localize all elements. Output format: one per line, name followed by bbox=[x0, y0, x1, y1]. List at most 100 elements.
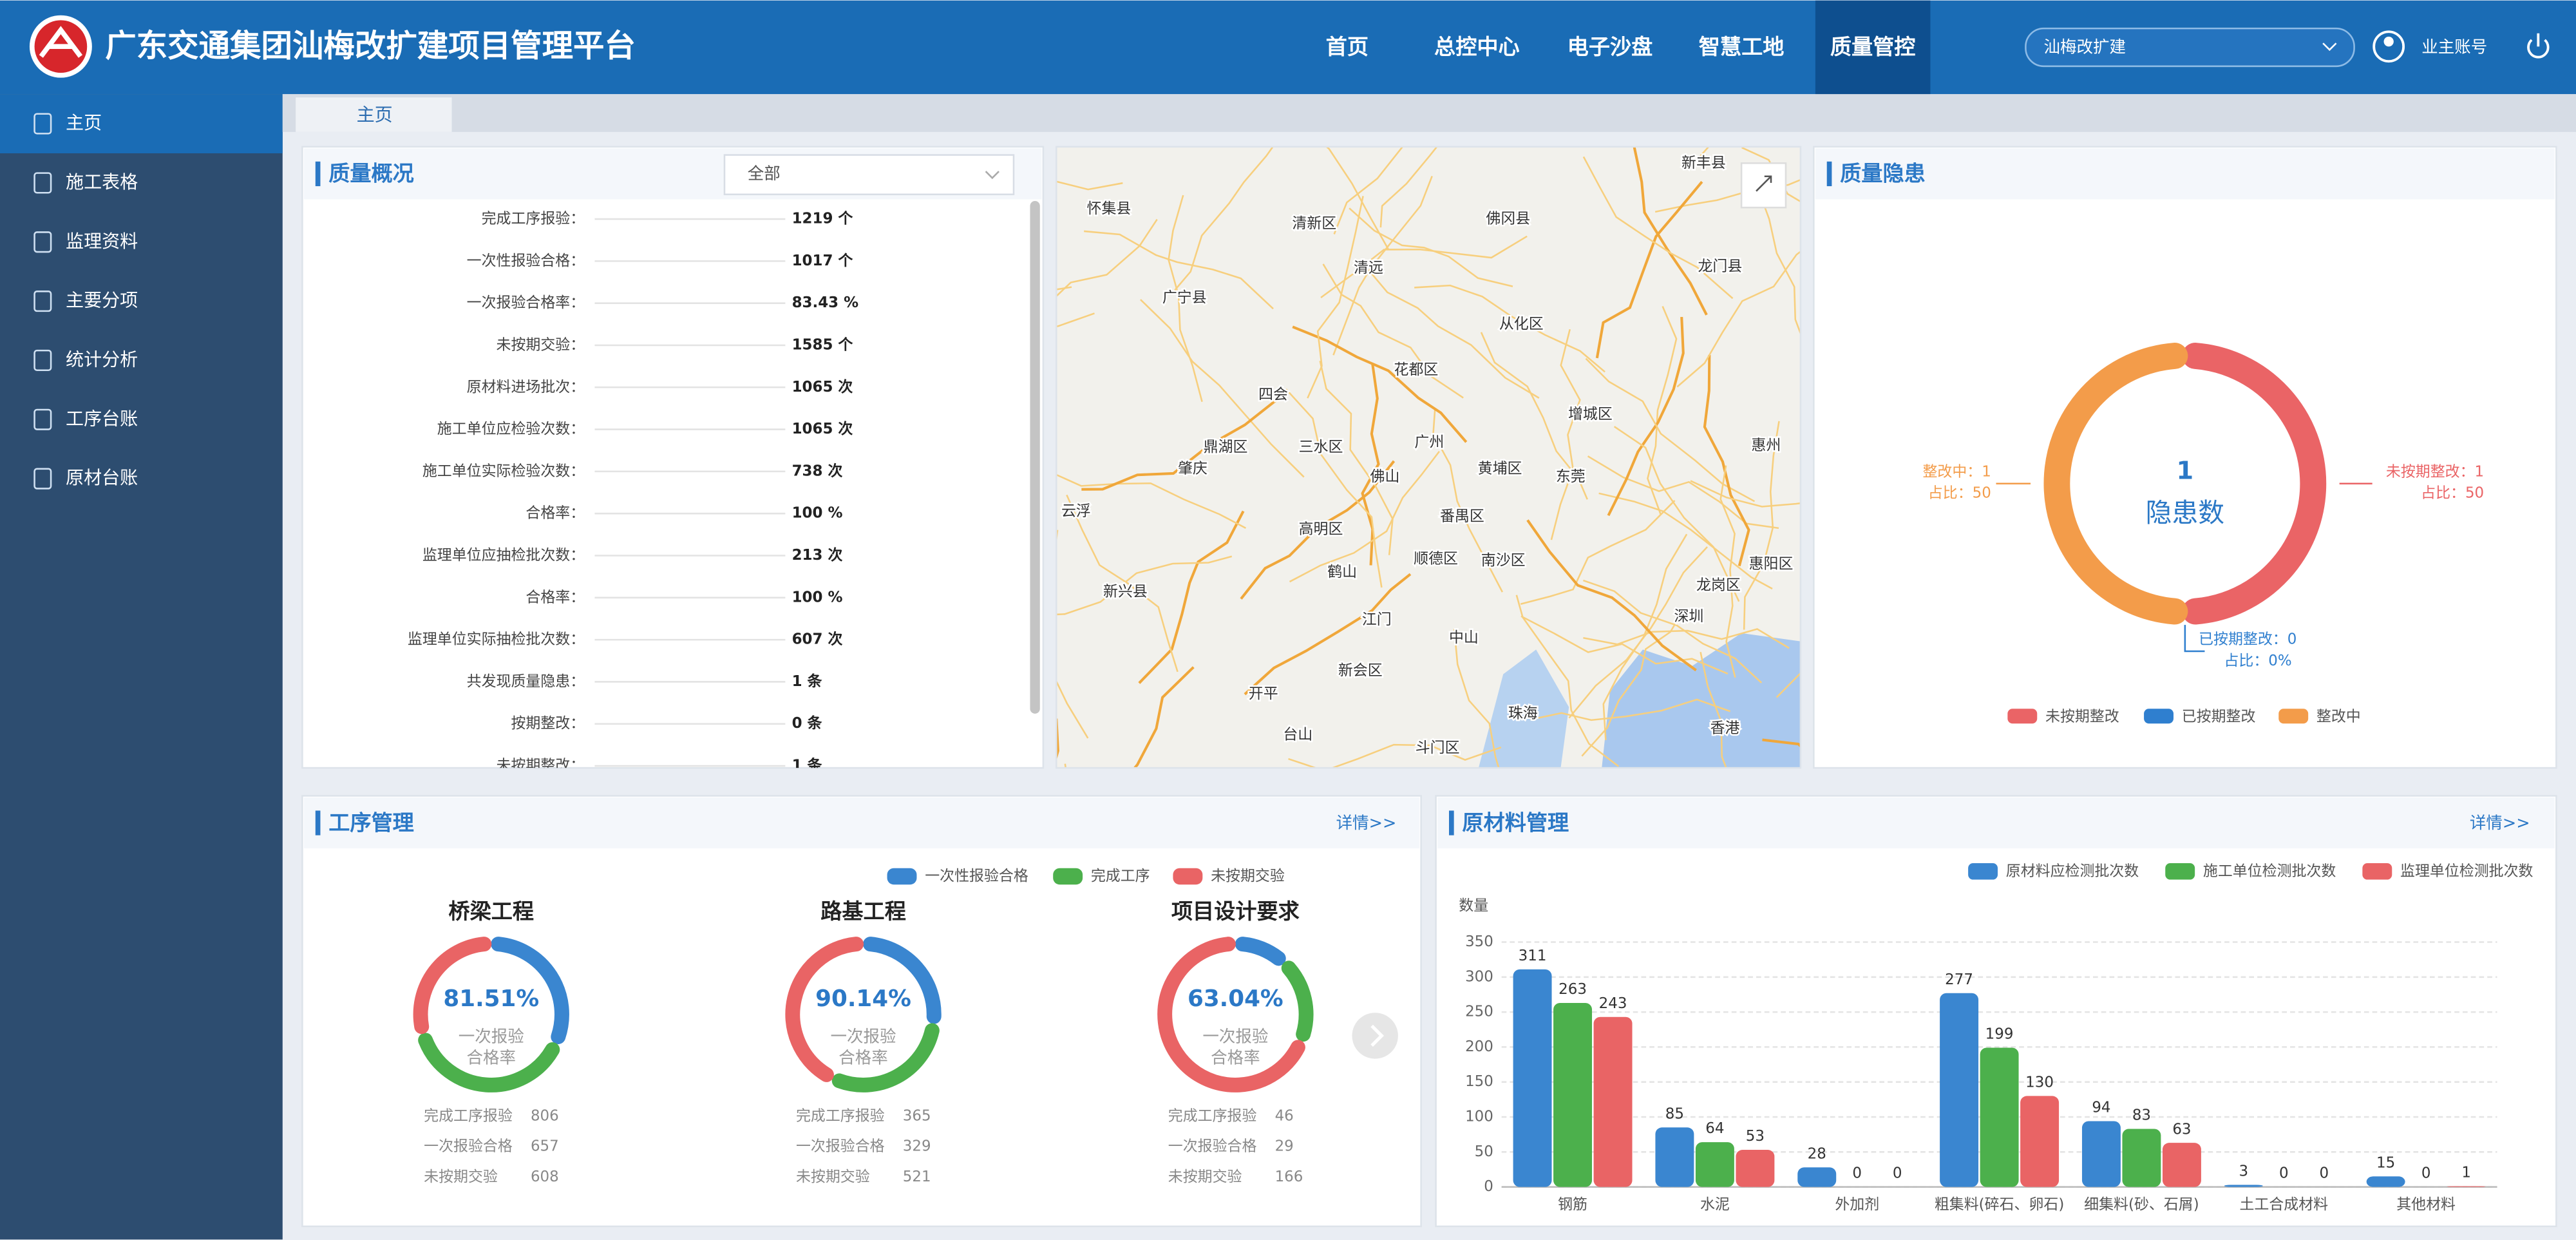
donut-rate: 90.14% bbox=[815, 986, 911, 1012]
legend-swatch[interactable] bbox=[1968, 863, 1998, 880]
map-place: 花都区 bbox=[1394, 361, 1439, 378]
legend-label[interactable]: 未按期整改 bbox=[2045, 709, 2119, 725]
bar bbox=[1513, 969, 1552, 1187]
user-name[interactable]: 业主账号 bbox=[2421, 38, 2487, 57]
x-tick-label: 水泥 bbox=[1700, 1196, 1730, 1213]
row-value: 1017 个 bbox=[792, 253, 854, 269]
donut-caption: 一次报验 bbox=[459, 1027, 524, 1046]
row-label: 监理单位实际抽检批次数： bbox=[408, 631, 585, 648]
legend-label[interactable]: 未按期交验 bbox=[1211, 868, 1285, 884]
row-value: 1 条 bbox=[792, 672, 822, 690]
y-tick-label: 50 bbox=[1475, 1143, 1493, 1160]
map-place: 台山 bbox=[1283, 727, 1312, 743]
sidebar-item[interactable]: 原材台账 bbox=[66, 467, 138, 488]
sidebar-item[interactable]: 主要分项 bbox=[66, 290, 138, 311]
legend-swatch[interactable] bbox=[2362, 863, 2392, 880]
legend-swatch[interactable] bbox=[2144, 709, 2174, 723]
stat-value: 608 bbox=[531, 1168, 559, 1185]
bar-value: 94 bbox=[2092, 1100, 2110, 1116]
more-link[interactable]: 详情>> bbox=[2470, 814, 2530, 833]
nav-item[interactable]: 总控中心 bbox=[1434, 34, 1520, 59]
filter-value: 全部 bbox=[748, 164, 781, 184]
map-place: 南沙区 bbox=[1481, 552, 1526, 569]
bar bbox=[2163, 1143, 2201, 1187]
bar-value: 64 bbox=[1705, 1120, 1724, 1137]
row-value: 607 次 bbox=[792, 631, 843, 648]
row-label: 未按期整改： bbox=[497, 758, 585, 774]
row-label: 合格率： bbox=[526, 589, 585, 606]
y-tick-label: 100 bbox=[1465, 1109, 1493, 1125]
legend-swatch[interactable] bbox=[1053, 868, 1083, 885]
map-place: 佛冈县 bbox=[1486, 211, 1530, 227]
nav-item[interactable]: 质量管控 bbox=[1830, 34, 1916, 59]
legend-label[interactable]: 一次性报验合格 bbox=[925, 868, 1028, 884]
scrollbar[interactable] bbox=[1030, 201, 1039, 714]
more-link[interactable]: 详情>> bbox=[1336, 814, 1397, 833]
bar bbox=[2224, 1185, 2263, 1187]
map-fullscreen[interactable] bbox=[1741, 163, 1786, 207]
map-place: 龙岗区 bbox=[1696, 577, 1741, 593]
title-accent bbox=[1827, 162, 1832, 186]
row-value: 1065 次 bbox=[792, 378, 853, 396]
stat-value: 657 bbox=[531, 1138, 559, 1155]
nav-item[interactable]: 首页 bbox=[1326, 34, 1368, 59]
next-button[interactable] bbox=[1352, 1013, 1397, 1058]
sidebar-item[interactable]: 施工表格 bbox=[66, 171, 138, 193]
bar-value: 63 bbox=[2172, 1121, 2191, 1138]
nav-item[interactable]: 智慧工地 bbox=[1699, 34, 1785, 59]
legend-swatch[interactable] bbox=[887, 868, 917, 885]
sidebar-item[interactable]: 工序台账 bbox=[66, 408, 138, 429]
sidebar-item[interactable]: 监理资料 bbox=[66, 231, 138, 252]
bar bbox=[2367, 1176, 2405, 1187]
map-place: 新会区 bbox=[1338, 662, 1383, 679]
bar bbox=[1940, 993, 1978, 1187]
map-place: 鼎湖区 bbox=[1204, 439, 1248, 455]
bar bbox=[2122, 1129, 2161, 1187]
segment-share: 占比：50 bbox=[2421, 485, 2484, 502]
stat-value: 365 bbox=[903, 1107, 931, 1124]
map-place: 香港 bbox=[1710, 720, 1740, 736]
hazard-total: 1 bbox=[2177, 456, 2194, 485]
legend-swatch[interactable] bbox=[2007, 709, 2037, 723]
bar-value: 3 bbox=[2239, 1163, 2248, 1179]
bar-value: 53 bbox=[1746, 1128, 1765, 1145]
map-place: 珠海 bbox=[1508, 705, 1538, 721]
legend-label[interactable]: 原材料应检测批次数 bbox=[2006, 863, 2139, 879]
row-label: 一次报验合格率： bbox=[467, 294, 585, 311]
bar-value: 199 bbox=[1985, 1026, 2014, 1043]
panel-title: 原材料管理 bbox=[1462, 810, 1569, 835]
map-place: 顺德区 bbox=[1414, 551, 1458, 568]
y-tick-label: 350 bbox=[1465, 933, 1493, 950]
row-label: 未按期交验： bbox=[497, 336, 585, 353]
stat-value: 166 bbox=[1275, 1168, 1303, 1185]
legend-swatch[interactable] bbox=[1173, 868, 1202, 885]
sidebar-item[interactable]: 统计分析 bbox=[66, 348, 138, 370]
map-place: 广宁县 bbox=[1162, 289, 1207, 306]
legend-label[interactable]: 整改中 bbox=[2316, 709, 2361, 725]
sidebar bbox=[0, 94, 283, 1239]
legend-label[interactable]: 施工单位检测批次数 bbox=[2203, 863, 2336, 879]
bar bbox=[2020, 1096, 2059, 1187]
user-head bbox=[2384, 37, 2394, 46]
x-tick-label: 粗集料(碎石、卵石) bbox=[1935, 1196, 2064, 1213]
legend-label[interactable]: 监理单位检测批次数 bbox=[2400, 863, 2533, 879]
row-label: 共发现质量隐患： bbox=[467, 673, 585, 690]
legend-swatch[interactable] bbox=[2278, 709, 2308, 723]
legend-label[interactable]: 完成工序 bbox=[1091, 868, 1150, 884]
legend-swatch[interactable] bbox=[2165, 863, 2195, 880]
nav-item[interactable]: 电子沙盘 bbox=[1567, 34, 1653, 59]
panel-header bbox=[304, 797, 1419, 848]
stat-label: 一次报验合格 bbox=[1168, 1138, 1257, 1155]
panel-title: 质量概况 bbox=[328, 161, 414, 186]
legend-label[interactable]: 已按期整改 bbox=[2182, 709, 2256, 725]
map-place: 怀集县 bbox=[1087, 200, 1132, 217]
stat-label: 一次报验合格 bbox=[424, 1138, 513, 1155]
map-place: 高明区 bbox=[1299, 521, 1343, 538]
map-place: 惠阳区 bbox=[1749, 555, 1794, 572]
bar-value: 311 bbox=[1519, 948, 1547, 964]
bar-value: 0 bbox=[1852, 1165, 1862, 1182]
y-tick-label: 250 bbox=[1465, 1004, 1493, 1020]
sidebar-item[interactable]: 主页 bbox=[66, 112, 102, 133]
donut-rate: 81.51% bbox=[443, 986, 539, 1012]
